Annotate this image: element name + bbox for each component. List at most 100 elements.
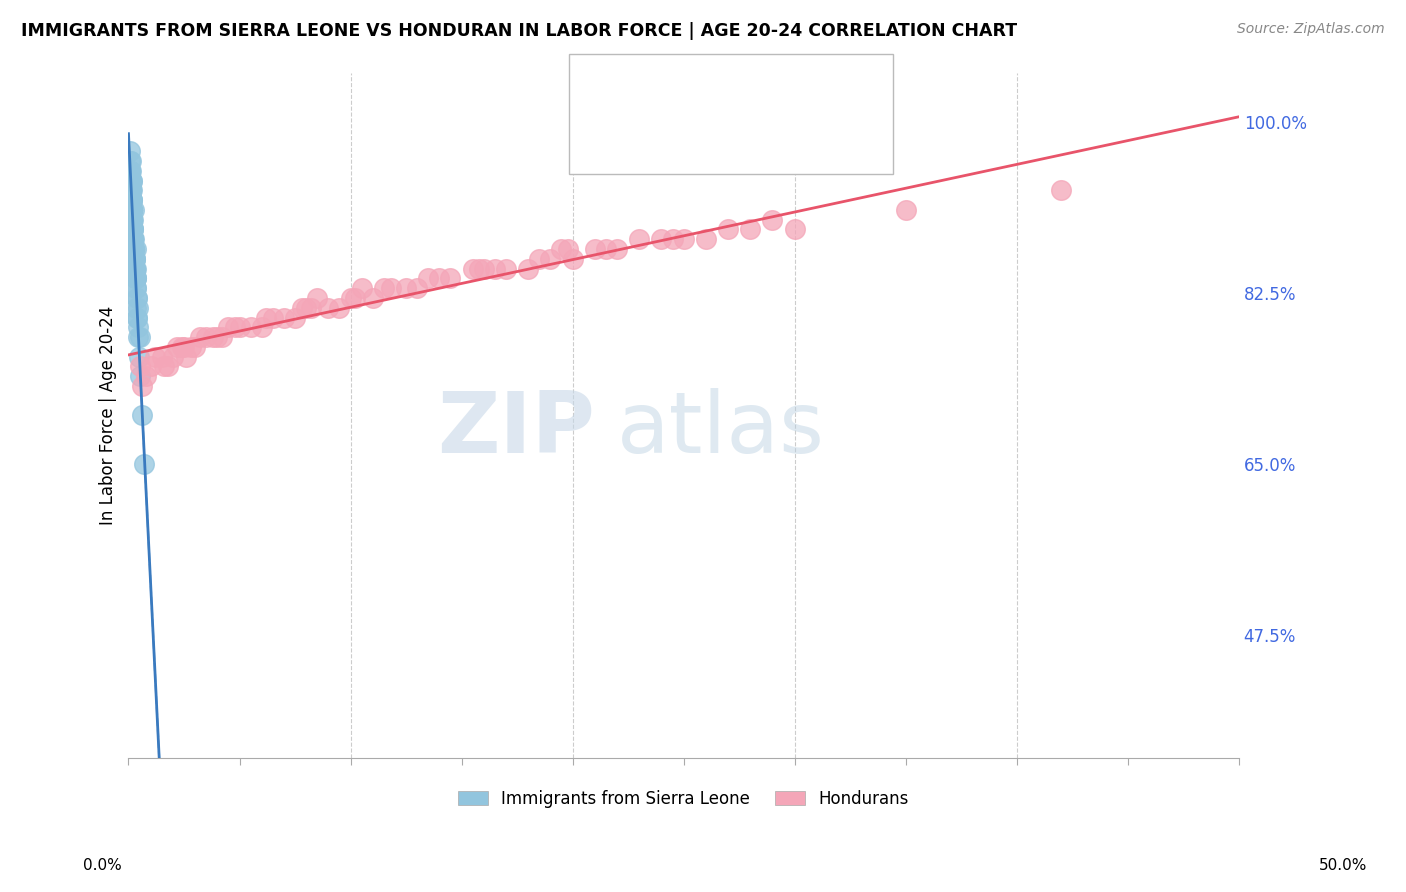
Point: [120, 173, 142, 187]
Point: [128, 359, 150, 374]
Point: [120, 154, 142, 169]
Point: [121, 222, 143, 236]
Point: [124, 261, 146, 276]
Point: [439, 271, 461, 285]
Point: [127, 330, 149, 344]
Point: [122, 202, 145, 217]
Text: 0.379: 0.379: [659, 126, 714, 144]
Point: [120, 173, 142, 187]
Point: [373, 281, 395, 295]
Point: [118, 154, 141, 169]
Point: [150, 350, 173, 364]
Point: [125, 242, 148, 256]
Point: [783, 222, 806, 236]
Point: [628, 232, 651, 246]
Point: [122, 232, 145, 246]
Point: [406, 281, 429, 295]
Text: 0.0%: 0.0%: [83, 858, 122, 873]
Text: ZIP: ZIP: [437, 387, 595, 470]
Text: IMMIGRANTS FROM SIERRA LEONE VS HONDURAN IN LABOR FORCE | AGE 20-24 CORRELATION : IMMIGRANTS FROM SIERRA LEONE VS HONDURAN…: [21, 22, 1017, 40]
Point: [761, 212, 783, 227]
Point: [170, 340, 193, 354]
Point: [740, 222, 762, 236]
Point: [418, 271, 440, 285]
Point: [717, 222, 740, 236]
Point: [131, 409, 153, 423]
Point: [132, 457, 155, 471]
Point: [125, 301, 148, 315]
Point: [128, 350, 150, 364]
Point: [557, 242, 579, 256]
Point: [122, 232, 145, 246]
Point: [561, 252, 583, 266]
Text: 50.0%: 50.0%: [1319, 858, 1367, 873]
Point: [120, 183, 142, 197]
Point: [529, 252, 551, 266]
Point: [295, 301, 318, 315]
Point: [124, 271, 146, 285]
Point: [339, 291, 361, 305]
Point: [550, 242, 572, 256]
Point: [254, 310, 277, 325]
Text: -0.210: -0.210: [659, 84, 724, 102]
Point: [120, 183, 142, 197]
Point: [122, 222, 145, 236]
Point: [139, 359, 162, 374]
Text: Source: ZipAtlas.com: Source: ZipAtlas.com: [1237, 22, 1385, 37]
Point: [122, 242, 145, 256]
Point: [307, 291, 329, 305]
Point: [250, 320, 273, 334]
Point: [124, 271, 146, 285]
Point: [284, 310, 307, 325]
Point: [173, 340, 195, 354]
Text: atlas: atlas: [617, 387, 825, 470]
Point: [124, 271, 146, 285]
Point: [135, 369, 157, 384]
Point: [122, 232, 145, 246]
Point: [495, 261, 517, 276]
Point: [595, 242, 617, 256]
Point: [188, 330, 211, 344]
Point: [343, 291, 366, 305]
Point: [122, 232, 145, 246]
Point: [472, 261, 495, 276]
Point: [695, 232, 717, 246]
Point: [131, 379, 153, 393]
Point: [127, 310, 149, 325]
Point: [121, 193, 143, 207]
Point: [122, 232, 145, 246]
Point: [350, 281, 373, 295]
Text: 71: 71: [763, 126, 785, 144]
Point: [195, 330, 218, 344]
Point: [124, 261, 146, 276]
Point: [122, 212, 145, 227]
Point: [328, 301, 350, 315]
Point: [174, 350, 197, 364]
Point: [157, 359, 180, 374]
Point: [468, 261, 491, 276]
Point: [120, 145, 142, 159]
Point: [299, 301, 322, 315]
Point: [224, 320, 246, 334]
Point: [291, 301, 314, 315]
Point: [517, 261, 540, 276]
Point: [122, 252, 145, 266]
Point: [118, 163, 141, 178]
Point: [128, 330, 150, 344]
Point: [217, 320, 239, 334]
Point: [120, 173, 142, 187]
Point: [661, 232, 683, 246]
Point: [121, 202, 143, 217]
Point: [120, 193, 142, 207]
Point: [120, 183, 142, 197]
Point: [395, 281, 418, 295]
Point: [262, 310, 284, 325]
Point: [121, 183, 143, 197]
Point: [538, 252, 561, 266]
Point: [583, 242, 606, 256]
Point: [121, 202, 143, 217]
Point: [143, 350, 166, 364]
Point: [121, 193, 143, 207]
Point: [606, 242, 628, 256]
Point: [121, 202, 143, 217]
